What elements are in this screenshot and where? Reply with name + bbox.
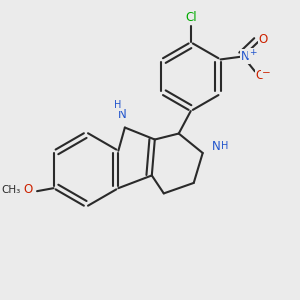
Text: H: H: [221, 141, 229, 152]
Text: N: N: [212, 140, 220, 153]
Text: H: H: [114, 100, 121, 110]
Text: +: +: [249, 48, 256, 57]
Text: O: O: [255, 68, 264, 82]
Text: N: N: [241, 50, 250, 63]
Text: Cl: Cl: [185, 11, 197, 24]
Text: −: −: [262, 68, 271, 78]
Text: N: N: [118, 109, 126, 122]
Text: O: O: [23, 183, 33, 196]
Text: O: O: [259, 33, 268, 46]
Text: CH₃: CH₃: [2, 185, 21, 195]
